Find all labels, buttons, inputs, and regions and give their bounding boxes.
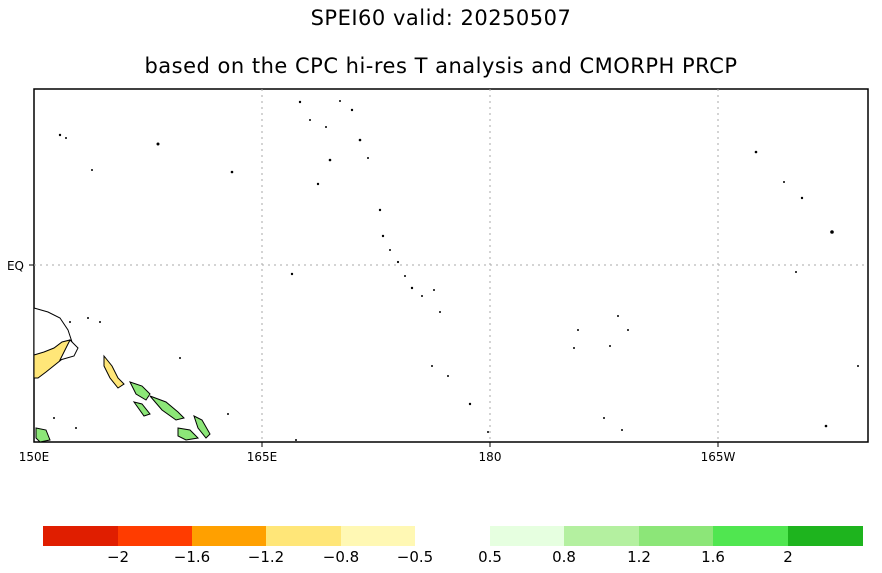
wet-area-5 (193, 415, 211, 439)
wet-area-6 (35, 427, 51, 443)
colorbar-swatch-2 (118, 526, 192, 546)
lon-label-165e: 165E (247, 450, 278, 464)
colorbar-label: −0.5 (396, 548, 434, 566)
colorbar-swatch-4 (266, 526, 341, 546)
colorbar-swatch-8 (639, 526, 713, 546)
gridlines (34, 89, 868, 442)
colorbar-swatch-1 (43, 526, 118, 546)
land-areas (33, 307, 211, 443)
lat-label-eq: EQ (7, 259, 24, 273)
colorbar-label: −1.6 (173, 548, 211, 566)
wet-area-1 (129, 381, 151, 401)
colorbar-label: 0.8 (552, 548, 576, 566)
colorbar-swatch-10 (788, 526, 863, 546)
drought-area-bougainville (103, 354, 125, 389)
colorbar-label: 1.2 (627, 548, 651, 566)
colorbar-label: 1.6 (701, 548, 725, 566)
tick-marks (29, 264, 719, 447)
wet-area-3 (132, 401, 151, 417)
lon-label-165w: 165W (701, 450, 736, 464)
colorbar-label: −1.2 (247, 548, 285, 566)
wet-area-4 (177, 427, 200, 441)
colorbar-swatch-6 (490, 526, 564, 546)
colorbar-label: −2 (106, 548, 130, 566)
colorbar-swatch-5 (341, 526, 415, 546)
lon-label-180: 180 (479, 450, 502, 464)
wet-area-2 (149, 395, 185, 421)
map-subtitle: based on the CPC hi-res T analysis and C… (144, 54, 738, 78)
colorbar-swatch-9 (713, 526, 788, 546)
colorbar-swatch-7 (564, 526, 639, 546)
colorbar-label: 0.5 (478, 548, 502, 566)
lon-label-150e: 150E (19, 450, 50, 464)
map-panel: 150E 165E 180 165W EQ (7, 88, 869, 464)
small-islands (53, 100, 859, 441)
colorbar-swatch-3 (192, 526, 266, 546)
map-title: SPEI60 valid: 20250507 (310, 6, 572, 30)
colorbar-label: −0.8 (322, 548, 360, 566)
island-outline-1 (59, 339, 79, 361)
colorbar-label: 2 (783, 548, 793, 566)
